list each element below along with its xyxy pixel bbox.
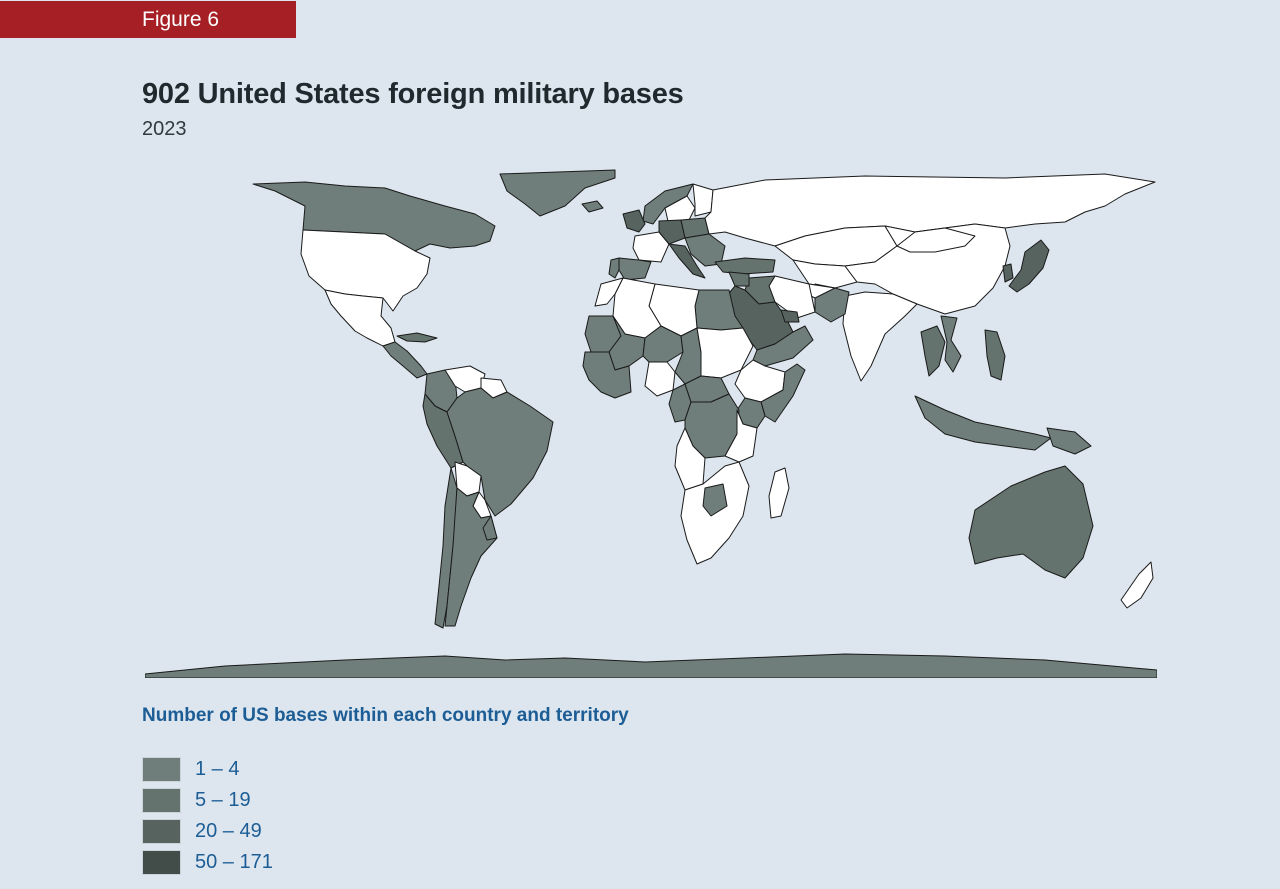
- region-india: [842, 291, 918, 382]
- region-gulf-states: [780, 309, 800, 323]
- legend-swatch: [142, 819, 181, 844]
- region-west-africa-coast: [582, 351, 632, 399]
- region-greenland: [499, 169, 616, 217]
- region-thailand: [920, 325, 946, 377]
- region-japan: [1008, 239, 1050, 293]
- region-australia: [968, 465, 1094, 579]
- region-iceland: [581, 200, 604, 213]
- region-cuba: [396, 332, 438, 343]
- region-papua-new-guinea: [1046, 427, 1092, 455]
- region-united-states: [300, 229, 431, 312]
- chart-title: 902 United States foreign military bases: [142, 78, 684, 110]
- region-antarctica: [145, 653, 1157, 678]
- region-argentina: [444, 487, 498, 627]
- region-portugal: [608, 257, 620, 279]
- region-finland: [692, 183, 714, 217]
- region-italy: [668, 243, 706, 279]
- region-philippines: [984, 329, 1006, 381]
- world-map: [145, 166, 1157, 678]
- legend-item: 1 – 4: [142, 754, 273, 785]
- region-vietnam: [940, 315, 962, 373]
- region-mongolia: [896, 227, 976, 253]
- legend-swatch: [142, 850, 181, 875]
- region-madagascar: [768, 467, 790, 519]
- region-somalia: [760, 363, 806, 423]
- legend-item: 20 – 49: [142, 816, 273, 847]
- legend-item: 50 – 171: [142, 847, 273, 878]
- legend-title: Number of US bases within each country a…: [142, 705, 629, 726]
- legend-label: 50 – 171: [195, 851, 273, 873]
- legend-swatch: [142, 788, 181, 813]
- region-indonesia: [914, 395, 1052, 451]
- region-germany: [658, 219, 686, 245]
- region-china: [844, 223, 1011, 315]
- region-new-zealand: [1120, 561, 1154, 609]
- region-canada: [252, 181, 496, 252]
- legend-label: 5 – 19: [195, 789, 251, 811]
- region-south-korea: [1002, 263, 1014, 283]
- legend-label: 20 – 49: [195, 820, 262, 842]
- region-turkey: [714, 257, 776, 275]
- chart-subtitle: 2023: [142, 118, 187, 140]
- region-syria: [728, 271, 750, 287]
- region-morocco: [594, 277, 624, 307]
- region-tanzania: [724, 409, 758, 463]
- region-uruguay: [482, 515, 498, 541]
- region-niger: [642, 325, 684, 363]
- legend-swatch: [142, 757, 181, 782]
- region-united-kingdom: [622, 209, 646, 233]
- legend-label: 1 – 4: [195, 758, 240, 780]
- world-map-svg: [145, 166, 1157, 678]
- legend: 1 – 4 5 – 19 20 – 49 50 – 171: [142, 754, 273, 878]
- region-botswana: [702, 483, 728, 517]
- figure-label: Figure 6: [0, 1, 296, 38]
- legend-item: 5 – 19: [142, 785, 273, 816]
